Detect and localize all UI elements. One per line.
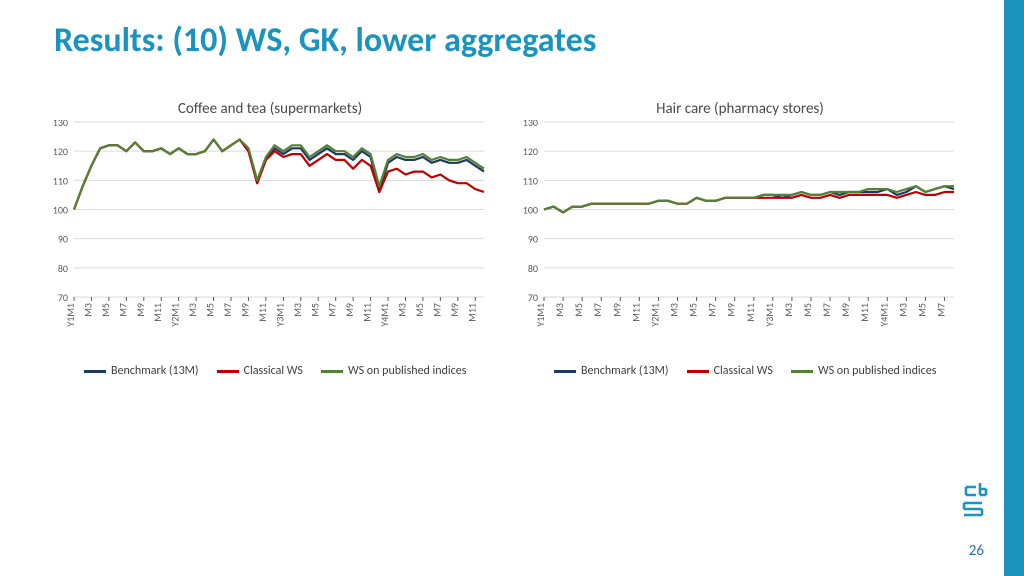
svg-text:Y1M1: Y1M1 (534, 303, 547, 327)
svg-text:M3: M3 (667, 303, 680, 317)
charts-container: Coffee and tea (supermarkets) 70 80 90 100 11… (40, 100, 970, 378)
svg-text:130: 130 (53, 120, 68, 129)
svg-text:M9: M9 (134, 303, 147, 317)
svg-text:M7: M7 (326, 303, 339, 317)
svg-text:Y2M1: Y2M1 (648, 303, 661, 327)
svg-text:M5: M5 (413, 303, 426, 317)
legend-label: Benchmark (13M) (581, 364, 669, 378)
chart-svg: 70 80 90 100 110 120 130 Y1M1 M3 M5 M7 M9 M11 Y2M1 M3 M… (40, 120, 490, 357)
svg-text:Y4M1: Y4M1 (378, 303, 391, 327)
chart-panel: Coffee and tea (supermarkets) 70 80 90 100 11… (40, 100, 500, 378)
svg-text:M11: M11 (465, 303, 478, 322)
svg-text:Y4M1: Y4M1 (877, 303, 890, 327)
legend-item: Benchmark (13M) (554, 364, 669, 378)
svg-text:80: 80 (528, 262, 538, 275)
svg-text:M3: M3 (291, 303, 304, 317)
page-number: 26 (969, 542, 984, 560)
svg-text:M7: M7 (591, 303, 604, 317)
legend-swatch (687, 370, 709, 373)
svg-text:M7: M7 (430, 303, 443, 317)
svg-text:130: 130 (523, 120, 538, 129)
svg-text:M7: M7 (221, 303, 234, 317)
svg-text:M7: M7 (820, 303, 833, 317)
svg-text:M7: M7 (116, 303, 129, 317)
svg-text:M5: M5 (801, 303, 814, 317)
svg-text:M5: M5 (687, 303, 700, 317)
series-published (544, 186, 954, 212)
svg-text:M5: M5 (204, 303, 217, 317)
svg-text:M5: M5 (572, 303, 585, 317)
svg-text:120: 120 (53, 145, 68, 158)
chart-title: Coffee and tea (supermarkets) (40, 100, 500, 118)
svg-text:M3: M3 (186, 303, 199, 317)
legend-item: WS on published indices (791, 364, 936, 378)
legend-label: Benchmark (13M) (111, 364, 199, 378)
svg-text:80: 80 (58, 262, 68, 275)
legend-swatch (791, 370, 813, 373)
series-benchmark (74, 140, 484, 210)
svg-text:70: 70 (58, 291, 68, 304)
svg-text:90: 90 (528, 233, 538, 246)
svg-text:100: 100 (53, 204, 68, 217)
svg-text:M3: M3 (896, 303, 909, 317)
svg-text:M9: M9 (238, 303, 251, 317)
svg-text:M11: M11 (629, 303, 642, 322)
legend-swatch (554, 370, 576, 373)
svg-text:Y2M1: Y2M1 (169, 303, 182, 327)
legend-item: Benchmark (13M) (84, 364, 199, 378)
svg-text:M3: M3 (395, 303, 408, 317)
legend-label: WS on published indices (818, 364, 936, 378)
chart-svg: 70 80 90 100 110 120 130 Y1M1 M3 M5 M7 M9 M11 Y2M1 M3 M… (510, 120, 960, 357)
chart-title: Hair care (pharmacy stores) (510, 100, 970, 118)
accent-stripe (1004, 0, 1024, 576)
svg-text:70: 70 (528, 291, 538, 304)
svg-text:M9: M9 (448, 303, 461, 317)
legend-label: WS on published indices (348, 364, 466, 378)
svg-text:110: 110 (53, 174, 68, 187)
svg-text:120: 120 (523, 145, 538, 158)
svg-text:M9: M9 (610, 303, 623, 317)
legend-item: Classical WS (217, 364, 303, 378)
legend-label: Classical WS (244, 364, 303, 378)
page-title: Results: (10) WS, GK, lower aggregates (54, 20, 596, 61)
svg-text:M5: M5 (99, 303, 112, 317)
svg-text:Y3M1: Y3M1 (763, 303, 776, 327)
chart-panel: Hair care (pharmacy stores) 70 80 90 100 110 1… (510, 100, 970, 378)
svg-text:M5: M5 (308, 303, 321, 317)
svg-text:M9: M9 (839, 303, 852, 317)
svg-text:M3: M3 (782, 303, 795, 317)
svg-text:M11: M11 (256, 303, 269, 322)
svg-text:Y1M1: Y1M1 (64, 303, 77, 327)
svg-text:M11: M11 (858, 303, 871, 322)
svg-text:M3: M3 (553, 303, 566, 317)
legend-label: Classical WS (714, 364, 773, 378)
legend-swatch (84, 370, 106, 373)
svg-text:100: 100 (523, 204, 538, 217)
svg-text:M5: M5 (915, 303, 928, 317)
svg-text:M7: M7 (706, 303, 719, 317)
legend-swatch (321, 370, 343, 373)
svg-text:M7: M7 (934, 303, 947, 317)
svg-text:M11: M11 (744, 303, 757, 322)
svg-text:M11: M11 (361, 303, 374, 322)
svg-text:90: 90 (58, 233, 68, 246)
svg-text:M3: M3 (81, 303, 94, 317)
chart-legend: Benchmark (13M) Classical WS WS on publish… (40, 364, 500, 378)
svg-text:110: 110 (523, 174, 538, 187)
svg-text:M9: M9 (343, 303, 356, 317)
legend-item: Classical WS (687, 364, 773, 378)
cbs-logo (960, 483, 990, 524)
svg-text:M11: M11 (151, 303, 164, 322)
svg-text:Y3M1: Y3M1 (273, 303, 286, 327)
chart-legend: Benchmark (13M) Classical WS WS on publish… (510, 364, 970, 378)
svg-text:M9: M9 (725, 303, 738, 317)
legend-swatch (217, 370, 239, 373)
legend-item: WS on published indices (321, 364, 466, 378)
